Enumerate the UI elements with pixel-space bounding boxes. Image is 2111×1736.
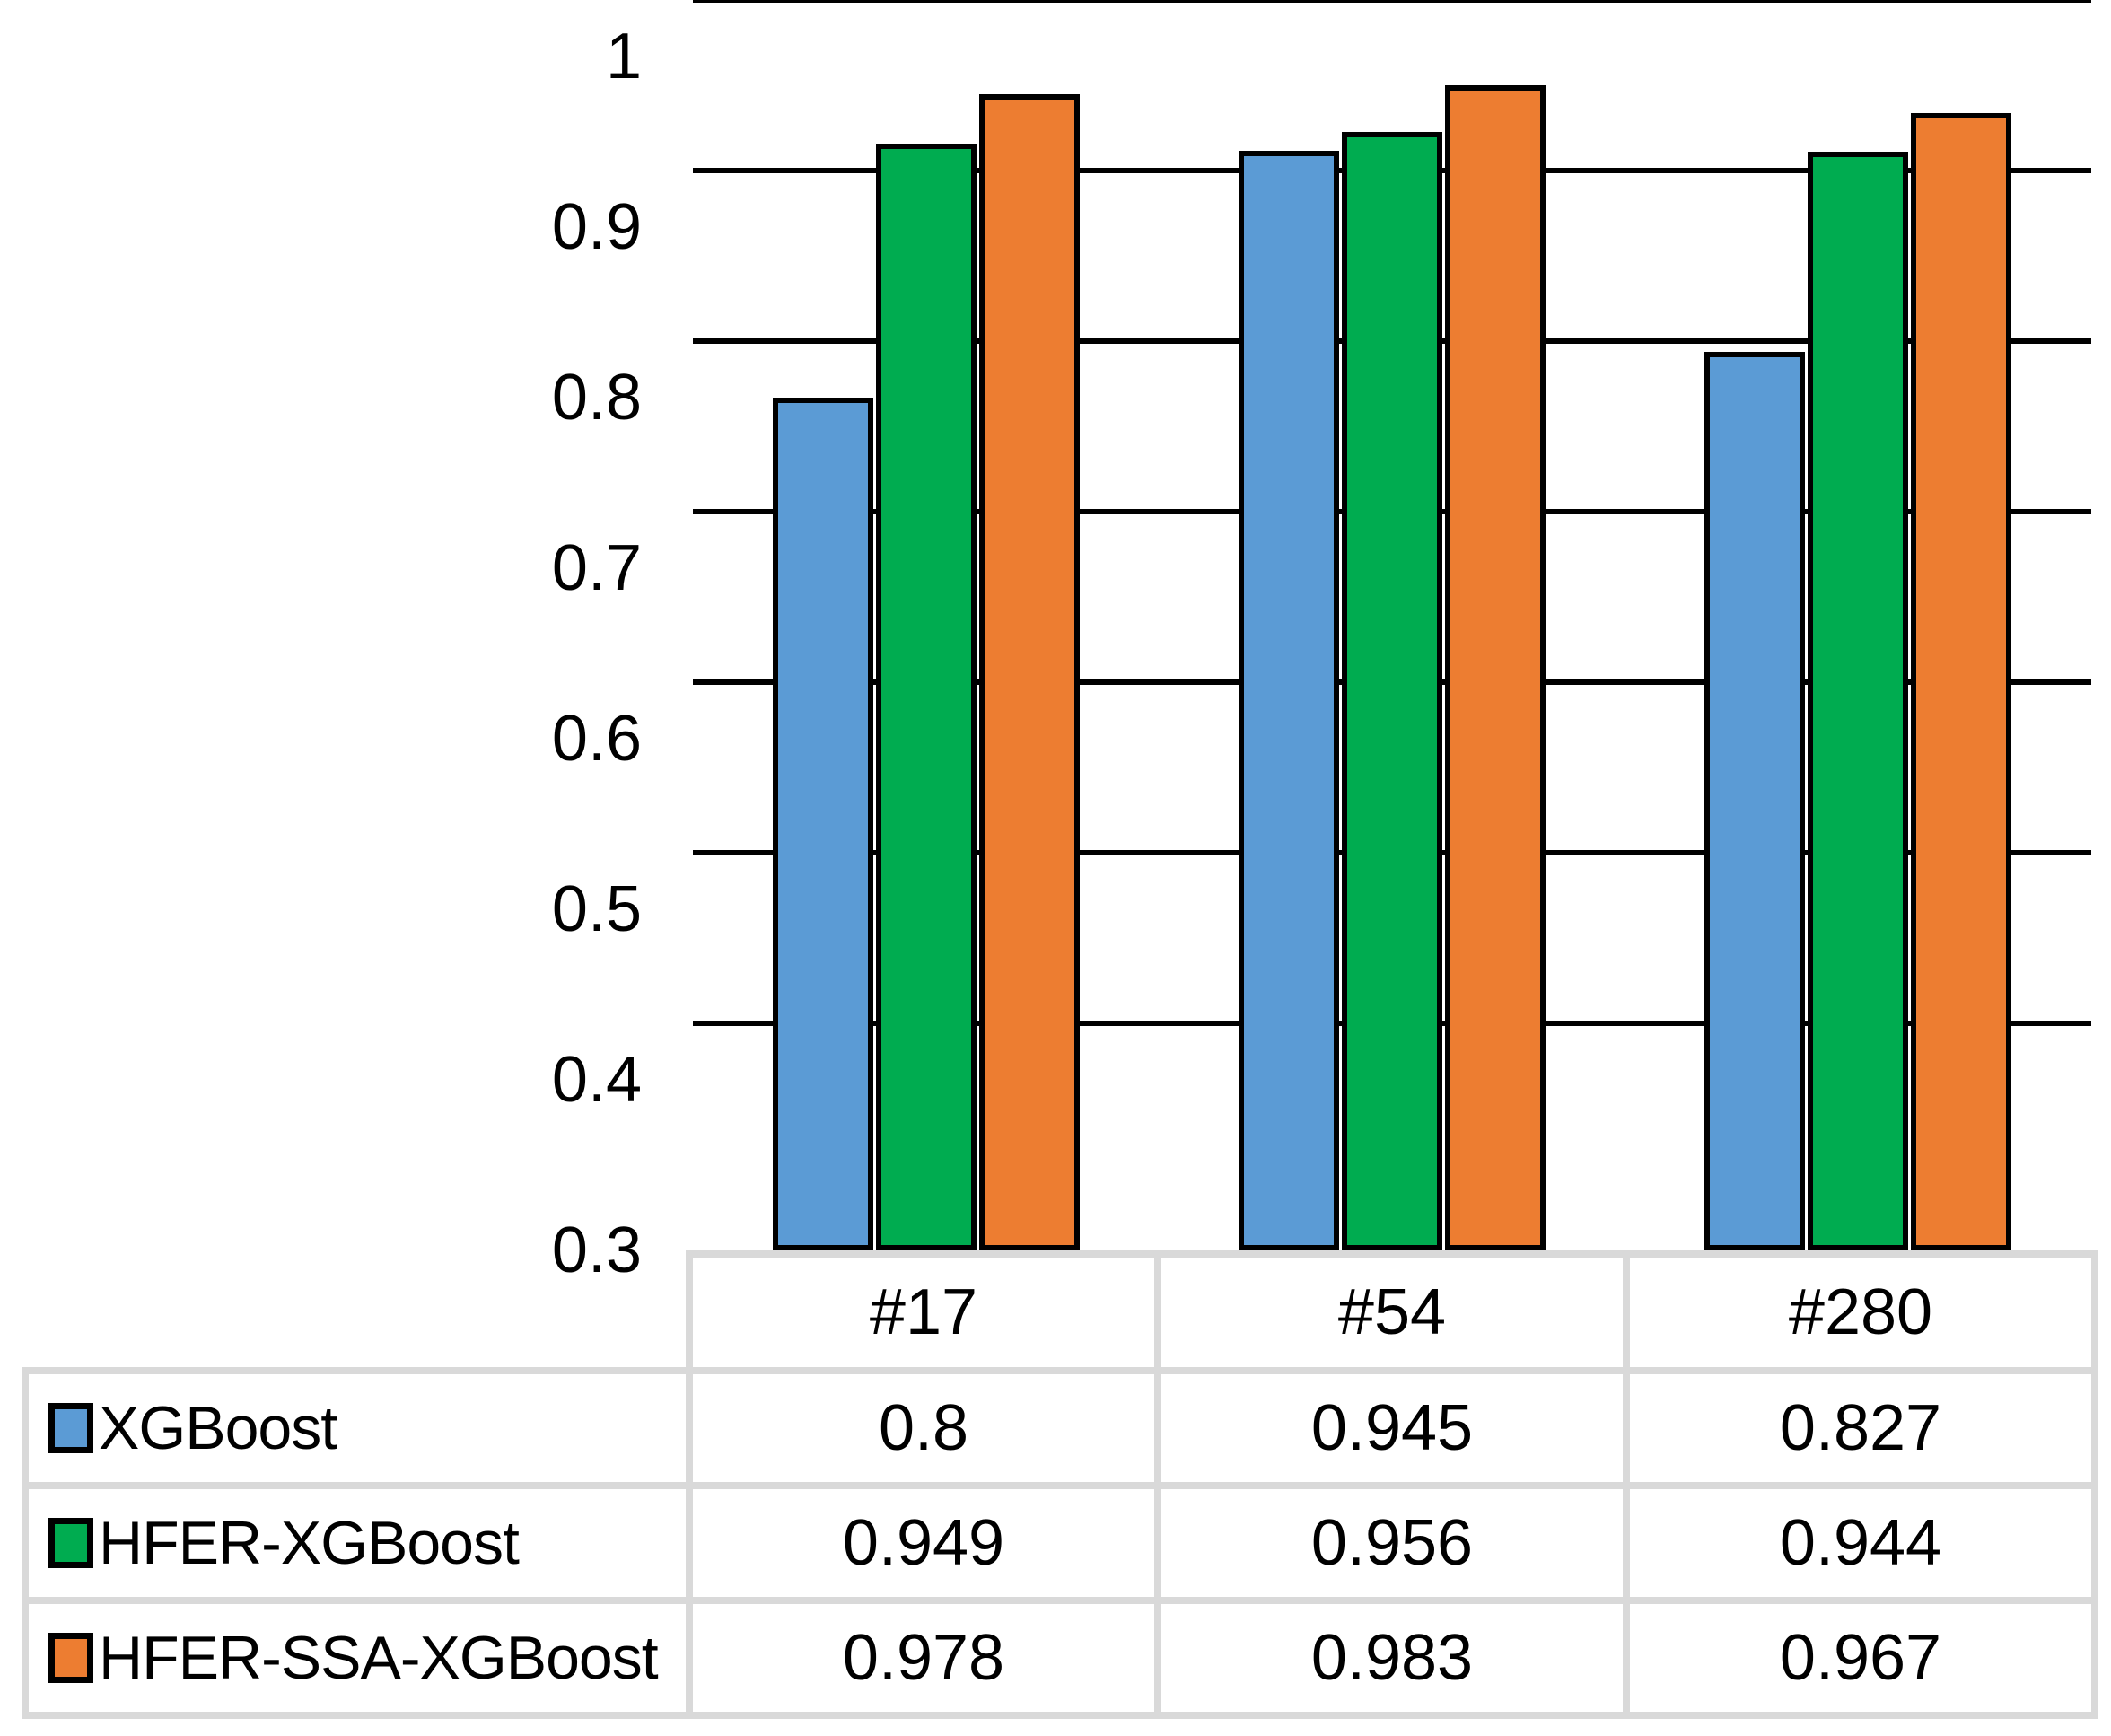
y-axis-tick-label: 0.7 <box>551 532 642 604</box>
horizontal-gridline <box>693 0 2091 3</box>
plot-area <box>693 0 2091 1250</box>
data-table-category-header-row: #17 #54 #280 <box>686 1250 2098 1367</box>
table-value-cell: 0.983 <box>1161 1604 1623 1712</box>
legend-cell-xgboost: XGBoost <box>29 1374 686 1482</box>
legend-cell-hfer-ssa-xgboost: HFER-SSA-XGBoost <box>29 1604 686 1712</box>
bar-xgboost-17 <box>772 398 873 1250</box>
y-axis-tick-label: 0.9 <box>551 191 642 263</box>
table-value-cell: 0.978 <box>693 1604 1154 1712</box>
data-table-body: XGBoost 0.8 0.945 0.827 HFER-XGBoost 0.949 0.9… <box>22 1367 2098 1719</box>
table-value-cell: 0.944 <box>1630 1489 2091 1597</box>
legend-series-label: HFER-SSA-XGBoost <box>99 1624 659 1692</box>
legend-series-label: HFER-XGBoost <box>99 1509 520 1577</box>
bar-hfer-ssa-xgboost-280 <box>1911 112 2012 1250</box>
legend-series-label: XGBoost <box>99 1394 337 1462</box>
bar-xgboost-54 <box>1239 150 1339 1250</box>
bar-hfer-xgboost-280 <box>1808 152 1909 1250</box>
y-axis-tick-label: 1 <box>605 21 642 92</box>
table-header-cell: #280 <box>1630 1258 2091 1367</box>
table-value-cell: 0.949 <box>693 1489 1154 1597</box>
y-axis-tick-label: 0.5 <box>551 873 642 945</box>
table-value-cell: 0.945 <box>1161 1374 1623 1482</box>
table-header-cell: #17 <box>693 1258 1154 1367</box>
bar-hfer-xgboost-17 <box>875 143 977 1250</box>
bar-hfer-xgboost-54 <box>1342 131 1442 1250</box>
table-value-cell: 0.967 <box>1630 1604 2091 1712</box>
bar-hfer-ssa-xgboost-17 <box>978 93 1080 1250</box>
bar-xgboost-280 <box>1704 351 1806 1250</box>
table-value-cell: 0.956 <box>1161 1489 1623 1597</box>
legend-swatch-icon <box>48 1403 93 1453</box>
bar-hfer-ssa-xgboost-54 <box>1445 85 1546 1250</box>
legend-cell-hfer-xgboost: HFER-XGBoost <box>29 1489 686 1597</box>
legend-swatch-icon <box>48 1633 93 1683</box>
legend-swatch-icon <box>48 1518 93 1568</box>
table-header-cell: #54 <box>1161 1258 1623 1367</box>
y-axis-tick-label: 0.3 <box>551 1214 642 1286</box>
y-axis-tick-label: 0.6 <box>551 703 642 775</box>
table-value-cell: 0.827 <box>1630 1374 2091 1482</box>
table-value-cell: 0.8 <box>693 1374 1154 1482</box>
y-axis-tick-label: 0.4 <box>551 1044 642 1116</box>
y-axis-tick-label: 0.8 <box>551 362 642 434</box>
